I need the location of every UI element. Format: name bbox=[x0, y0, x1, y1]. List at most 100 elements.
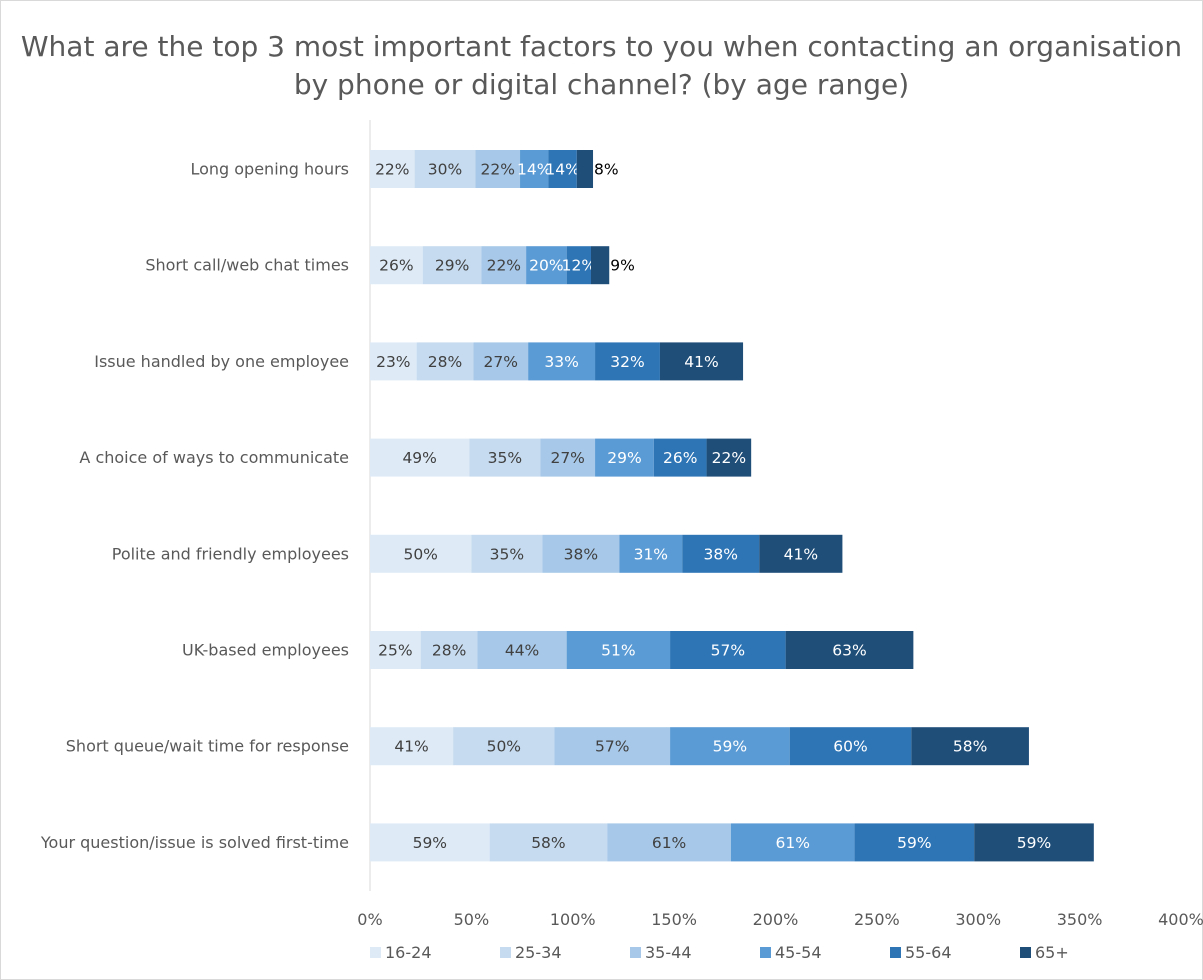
bar-segment bbox=[422, 246, 482, 285]
data-label: 25% bbox=[378, 642, 412, 660]
bar-segment bbox=[489, 823, 608, 862]
data-label: 14% bbox=[517, 161, 551, 179]
data-label: 50% bbox=[403, 545, 437, 563]
bar-segment bbox=[528, 342, 596, 381]
x-tick-label: 100% bbox=[550, 910, 596, 929]
data-label: 28% bbox=[432, 642, 466, 660]
data-label: 41% bbox=[394, 738, 428, 756]
data-label: 23% bbox=[376, 353, 410, 371]
data-label: 61% bbox=[776, 834, 810, 852]
data-label: 41% bbox=[784, 545, 818, 563]
bar-segment bbox=[854, 823, 975, 862]
bar-segment bbox=[659, 342, 744, 381]
data-label: 41% bbox=[684, 353, 718, 371]
legend: 16-24 25-34 35-44 45-54 55-64 65+ bbox=[370, 943, 1069, 962]
data-label: 22% bbox=[487, 257, 521, 275]
bar-segment bbox=[414, 150, 476, 188]
bar-segment bbox=[566, 631, 671, 669]
bar-segment bbox=[370, 727, 454, 766]
category-label: Your question/issue is solved first-time bbox=[40, 833, 349, 852]
data-label: 61% bbox=[652, 834, 686, 852]
category-label: Short call/web chat times bbox=[145, 256, 349, 275]
x-tick-label: 400% bbox=[1158, 910, 1203, 929]
bar-segment bbox=[542, 534, 620, 573]
category-labels: Long opening hours Short call/web chat ti… bbox=[40, 160, 349, 852]
data-label: 59% bbox=[897, 834, 931, 852]
data-label: 59% bbox=[413, 834, 447, 852]
legend-swatch bbox=[1020, 947, 1031, 958]
legend-swatch bbox=[500, 947, 511, 958]
data-label: 35% bbox=[488, 449, 522, 467]
bar-segment bbox=[566, 246, 591, 285]
category-label: Polite and friendly employees bbox=[112, 544, 349, 563]
data-label: 32% bbox=[610, 353, 644, 371]
data-label: 9% bbox=[610, 257, 635, 275]
data-label: 22% bbox=[375, 161, 409, 179]
data-label: 35% bbox=[490, 545, 524, 563]
data-label: 63% bbox=[832, 642, 866, 660]
category-label: A choice of ways to communicate bbox=[79, 448, 349, 467]
data-label: 22% bbox=[481, 161, 515, 179]
bar-segment bbox=[670, 631, 786, 669]
bar-segment bbox=[653, 438, 707, 477]
data-label: 12% bbox=[562, 257, 596, 275]
bar-segment bbox=[469, 438, 541, 477]
data-label: 22% bbox=[712, 449, 746, 467]
data-label: 60% bbox=[833, 738, 867, 756]
data-label: 31% bbox=[634, 545, 668, 563]
bar-segment bbox=[759, 534, 843, 573]
category-label: Issue handled by one employee bbox=[94, 352, 349, 371]
legend-label: 25-34 bbox=[515, 943, 562, 962]
legend-swatch bbox=[370, 947, 381, 958]
legend-swatch bbox=[630, 947, 641, 958]
chart-title: What are the top 3 most important factor… bbox=[20, 30, 1183, 101]
bar-segment bbox=[595, 342, 660, 381]
data-label: 44% bbox=[505, 642, 539, 660]
data-label: 29% bbox=[435, 257, 469, 275]
bar-segment bbox=[370, 823, 490, 862]
bar-segment bbox=[607, 823, 731, 862]
bar-segment bbox=[789, 727, 912, 766]
x-tick-label: 350% bbox=[1057, 910, 1103, 929]
data-label: 8% bbox=[594, 161, 619, 179]
bar-segment bbox=[785, 631, 914, 669]
bar-segment bbox=[473, 342, 529, 381]
x-tick-label: 150% bbox=[651, 910, 697, 929]
bar-segment bbox=[730, 823, 855, 862]
data-label: 57% bbox=[595, 738, 629, 756]
bar-segment bbox=[471, 534, 543, 573]
bar-segment bbox=[540, 438, 596, 477]
bar-segment bbox=[370, 438, 470, 477]
category-label: Short queue/wait time for response bbox=[66, 737, 349, 756]
bar-segment bbox=[420, 631, 478, 669]
x-tick-label: 50% bbox=[454, 910, 490, 929]
bar-segment bbox=[682, 534, 760, 573]
data-label: 29% bbox=[607, 449, 641, 467]
bar-segment bbox=[706, 438, 752, 477]
bar-segment bbox=[370, 534, 472, 573]
data-label: 30% bbox=[428, 161, 462, 179]
bar-segment bbox=[911, 727, 1029, 766]
data-label: 27% bbox=[550, 449, 584, 467]
data-label: 51% bbox=[601, 642, 635, 660]
bar-segment bbox=[416, 342, 474, 381]
category-label: UK-based employees bbox=[182, 641, 349, 660]
category-label: Long opening hours bbox=[190, 160, 349, 179]
bar-segment bbox=[370, 150, 415, 188]
legend-label: 55-64 bbox=[905, 943, 952, 962]
bar-segment bbox=[619, 534, 683, 573]
bar-segment bbox=[974, 823, 1094, 862]
data-label: 58% bbox=[953, 738, 987, 756]
x-axis-ticks: 0% 50% 100% 150% 200% 250% 300% 350% 400% bbox=[357, 910, 1203, 929]
data-label: 27% bbox=[484, 353, 518, 371]
bar-segment bbox=[526, 246, 567, 285]
bar-segment bbox=[370, 631, 421, 669]
bars-layer: 22% 30% 22% 14%14% 8%26% 29% 22% 20%12% 9%23% 28%… bbox=[369, 120, 1094, 891]
data-label: 38% bbox=[564, 545, 598, 563]
data-label: 20% bbox=[529, 257, 563, 275]
x-tick-label: 200% bbox=[753, 910, 799, 929]
data-label: 59% bbox=[1017, 834, 1051, 852]
bar-segment bbox=[554, 727, 671, 766]
data-label: 33% bbox=[544, 353, 578, 371]
